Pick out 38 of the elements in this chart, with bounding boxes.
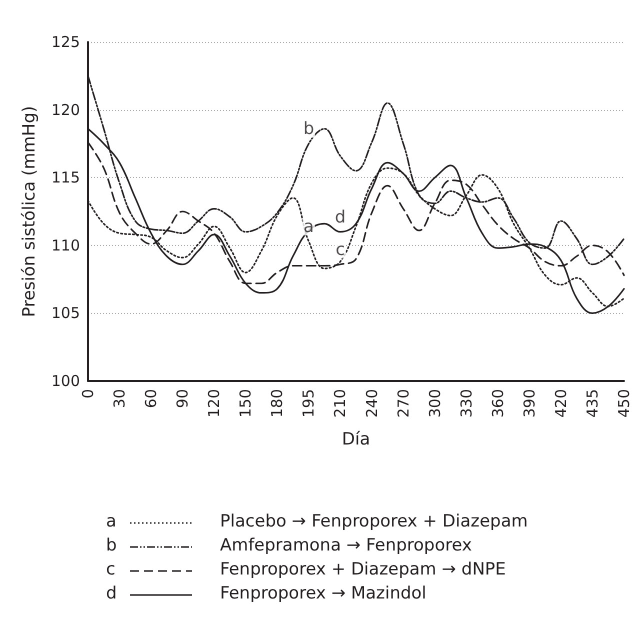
x-tick-label: 150 <box>236 389 255 418</box>
x-tick-label: 360 <box>488 389 507 418</box>
x-tick-label: 240 <box>362 389 381 418</box>
y-tick-label: 110 <box>51 236 80 254</box>
y-tick-label: 105 <box>51 304 80 322</box>
x-tick-label: 300 <box>426 389 444 418</box>
x-tick-label: 0 <box>79 389 97 399</box>
x-tick-label: 330 <box>457 389 476 418</box>
x-tick-label: 270 <box>394 389 412 418</box>
x-tick-label: 90 <box>174 389 192 408</box>
annotation: a <box>303 216 314 237</box>
x-tick-label: 390 <box>520 389 538 418</box>
annotation: b <box>303 119 314 140</box>
annotation: c <box>336 240 345 260</box>
x-axis-title: Día <box>342 430 370 450</box>
y-axis-title: Presión sistólica (mmHg) <box>20 106 40 318</box>
x-tick-label: 450 <box>615 389 633 418</box>
x-tick-label: 30 <box>110 389 129 408</box>
text: d <box>106 584 117 604</box>
x-tick-label: 195 <box>300 389 318 418</box>
text: a <box>106 512 116 532</box>
y-tick-label: 120 <box>51 100 80 119</box>
annotation: d <box>334 207 346 228</box>
text: c <box>106 560 116 580</box>
x-tick-label: 120 <box>205 389 224 418</box>
x-tick-label: 60 <box>142 389 160 408</box>
x-tick-label: 210 <box>331 389 350 418</box>
x-tick-label: 420 <box>552 389 570 418</box>
y-tick-label: 100 <box>51 372 80 390</box>
legend-label: Fenproporex + Diazepam → dNPE <box>220 560 506 580</box>
legend-label: Amfepramona → Fenproporex <box>220 536 472 556</box>
x-tick-label: 180 <box>268 389 286 418</box>
legend-label: Fenproporex → Mazindol <box>220 584 426 604</box>
text: b <box>106 536 117 556</box>
y-tick-label: 125 <box>51 33 80 51</box>
y-tick-label: 115 <box>51 168 80 187</box>
x-tick-label: 435 <box>583 389 602 418</box>
legend-label: Placebo → Fenproporex + Diazepam <box>220 512 528 532</box>
